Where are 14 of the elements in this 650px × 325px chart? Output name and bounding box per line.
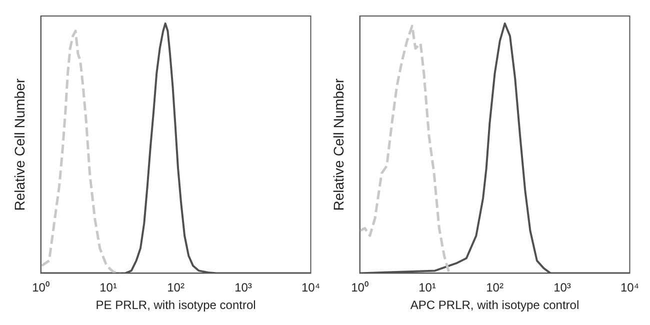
x-tick-label: 10² bbox=[167, 280, 184, 295]
x-tick-label: 10⁴ bbox=[620, 280, 640, 295]
x-axis-title: PE PRLR, with isotype control bbox=[96, 298, 256, 312]
x-tick-label: 10⁰ bbox=[32, 280, 50, 295]
x-axis-title: APC PRLR, with isotype control bbox=[410, 298, 580, 312]
y-axis-title: Relative Cell Number bbox=[330, 78, 346, 211]
x-tick-label: 10³ bbox=[554, 280, 571, 295]
x-tick-label: 10⁰ bbox=[351, 280, 368, 295]
y-axis-title: Relative Cell Number bbox=[11, 78, 28, 211]
x-tick-label: 10¹ bbox=[100, 280, 117, 295]
x-tick-label: 10⁴ bbox=[301, 280, 320, 295]
x-tick-label: 10³ bbox=[234, 280, 252, 295]
x-tick-label: 10¹ bbox=[418, 280, 436, 295]
x-tick-label: 10² bbox=[486, 280, 504, 295]
